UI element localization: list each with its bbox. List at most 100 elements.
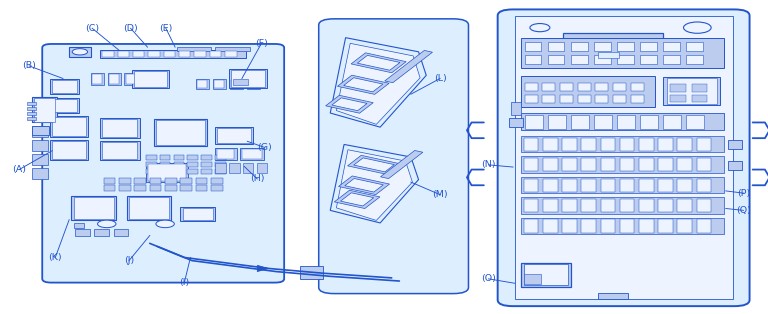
- Bar: [620, 199, 634, 212]
- Bar: [240, 148, 264, 160]
- Bar: [100, 50, 246, 58]
- Polygon shape: [347, 155, 401, 174]
- Bar: [658, 179, 673, 192]
- Bar: [91, 73, 104, 85]
- Bar: [543, 219, 558, 233]
- FancyBboxPatch shape: [319, 19, 468, 294]
- Circle shape: [72, 49, 88, 55]
- Bar: [179, 51, 190, 57]
- Bar: [102, 142, 137, 159]
- Bar: [677, 138, 692, 151]
- Bar: [201, 155, 212, 160]
- Bar: [543, 138, 558, 151]
- Bar: [697, 158, 711, 171]
- Bar: [201, 162, 212, 167]
- Bar: [52, 99, 77, 112]
- Bar: [601, 199, 615, 212]
- Bar: [180, 207, 215, 221]
- Bar: [215, 47, 250, 51]
- Bar: [134, 178, 146, 184]
- Bar: [75, 229, 90, 236]
- Bar: [127, 196, 171, 220]
- Bar: [594, 115, 612, 129]
- Bar: [146, 163, 188, 182]
- Polygon shape: [334, 190, 380, 208]
- Bar: [521, 113, 724, 130]
- Bar: [617, 42, 634, 51]
- Bar: [594, 55, 611, 64]
- Bar: [521, 177, 724, 193]
- Bar: [32, 97, 57, 122]
- Bar: [165, 185, 177, 191]
- Bar: [640, 115, 658, 129]
- Bar: [697, 179, 711, 192]
- Bar: [50, 116, 88, 137]
- Bar: [639, 179, 654, 192]
- Bar: [160, 155, 170, 160]
- Bar: [581, 219, 596, 233]
- Bar: [108, 73, 121, 85]
- Bar: [562, 219, 577, 233]
- Text: (G): (G): [257, 143, 273, 152]
- Bar: [92, 74, 102, 84]
- Polygon shape: [385, 51, 432, 83]
- Bar: [543, 179, 558, 192]
- Bar: [521, 263, 571, 287]
- Bar: [50, 140, 88, 160]
- Bar: [52, 117, 86, 136]
- Bar: [180, 178, 192, 184]
- Bar: [231, 80, 241, 88]
- Bar: [201, 169, 212, 174]
- Bar: [32, 112, 48, 122]
- Bar: [119, 185, 131, 191]
- Polygon shape: [336, 43, 420, 124]
- Bar: [100, 118, 140, 138]
- Bar: [515, 16, 733, 299]
- Bar: [521, 197, 724, 214]
- Bar: [134, 185, 146, 191]
- Bar: [215, 169, 226, 174]
- Bar: [581, 158, 596, 171]
- Bar: [194, 51, 206, 57]
- Bar: [525, 42, 541, 51]
- Bar: [697, 219, 711, 233]
- Text: (L): (L): [434, 74, 446, 83]
- Bar: [617, 55, 634, 64]
- Bar: [613, 83, 626, 91]
- Bar: [658, 219, 673, 233]
- Text: (O): (O): [481, 274, 496, 283]
- Bar: [667, 78, 717, 104]
- Bar: [132, 70, 169, 88]
- Bar: [692, 95, 707, 102]
- Bar: [27, 112, 36, 115]
- Circle shape: [684, 22, 711, 33]
- Bar: [525, 95, 538, 103]
- Bar: [187, 162, 198, 167]
- Bar: [521, 156, 724, 173]
- Text: (H): (H): [250, 175, 264, 183]
- Bar: [658, 158, 673, 171]
- Text: (M): (M): [432, 190, 448, 199]
- Bar: [524, 219, 538, 233]
- Bar: [148, 51, 160, 57]
- Bar: [118, 51, 129, 57]
- Bar: [542, 83, 555, 91]
- Bar: [32, 126, 49, 135]
- Bar: [27, 107, 36, 110]
- Bar: [686, 42, 703, 51]
- Bar: [581, 138, 596, 151]
- Bar: [571, 55, 588, 64]
- Bar: [639, 199, 654, 212]
- Bar: [32, 168, 48, 179]
- Bar: [524, 179, 538, 192]
- Bar: [563, 33, 663, 42]
- Bar: [595, 95, 608, 103]
- Bar: [94, 229, 109, 236]
- Bar: [114, 229, 128, 236]
- Bar: [524, 274, 541, 284]
- Bar: [686, 115, 704, 129]
- Bar: [124, 73, 137, 85]
- Bar: [521, 136, 724, 152]
- Bar: [663, 77, 720, 105]
- Bar: [677, 179, 692, 192]
